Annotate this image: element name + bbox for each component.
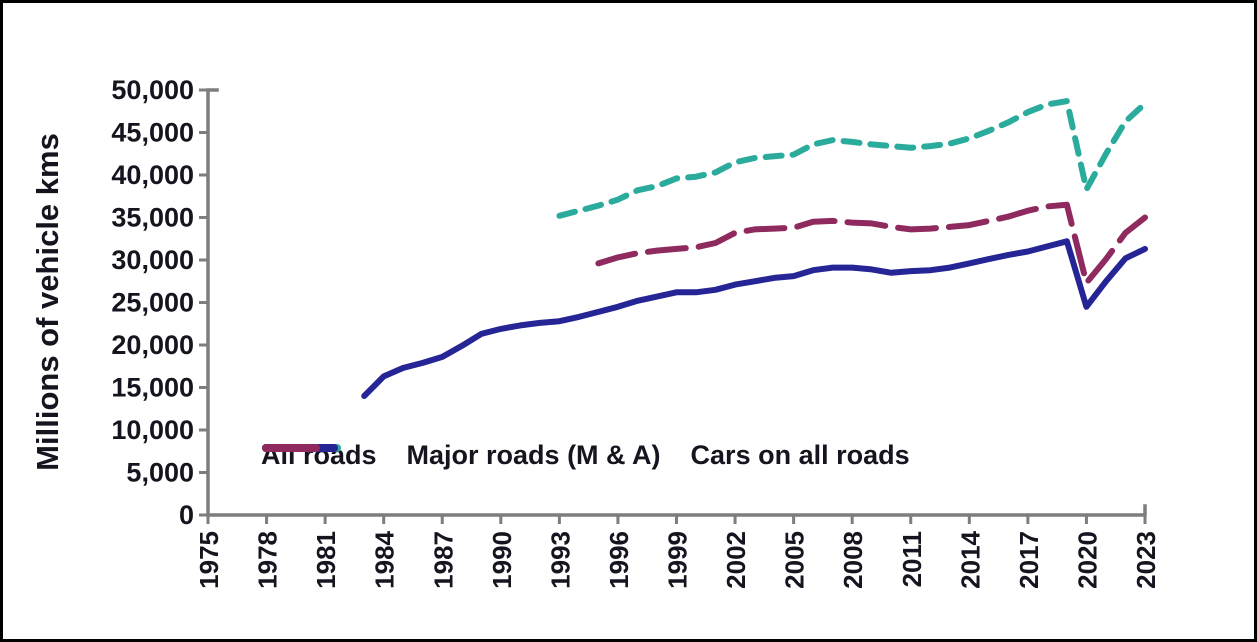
chart-legend: All roads Major roads (M & A) Cars on al… bbox=[261, 440, 910, 471]
x-tick-label: 2014 bbox=[955, 530, 985, 588]
x-tick-label: 2020 bbox=[1072, 531, 1102, 589]
y-tick-label: 5,000 bbox=[126, 458, 194, 488]
legend-swatch-solid-icon bbox=[262, 444, 320, 452]
y-axis-title: Millions of vehicle kms bbox=[30, 133, 65, 471]
y-tick-label: 20,000 bbox=[111, 330, 194, 360]
x-tick-label: 1978 bbox=[253, 531, 283, 589]
legend-item-major-roads: Major roads (M & A) bbox=[262, 440, 661, 471]
x-tick-label: 1987 bbox=[428, 531, 458, 589]
y-tick-label: 30,000 bbox=[111, 245, 194, 275]
x-tick-label: 2023 bbox=[1131, 531, 1161, 589]
x-tick-label: 1975 bbox=[194, 531, 224, 589]
series-line-major-roads-m-a- bbox=[361, 238, 1148, 399]
x-tick-label: 1981 bbox=[311, 531, 341, 589]
x-tick-label: 2002 bbox=[721, 531, 751, 589]
y-tick-label: 25,000 bbox=[111, 288, 194, 318]
y-tick-label: 40,000 bbox=[111, 160, 194, 190]
y-tick-label: 45,000 bbox=[111, 118, 194, 148]
x-tick-label: 2017 bbox=[1014, 531, 1044, 589]
x-tick-label: 2011 bbox=[897, 531, 927, 587]
legend-label: Major roads (M & A) bbox=[406, 440, 661, 470]
legend-item-cars-all-roads: Cars on all roads bbox=[262, 440, 910, 471]
x-tick-label: 2008 bbox=[838, 531, 868, 589]
y-tick-label: 35,000 bbox=[111, 203, 194, 233]
x-tick-label: 2005 bbox=[780, 531, 810, 589]
x-tick-label: 1984 bbox=[370, 530, 400, 588]
x-tick-label: 1990 bbox=[487, 531, 517, 589]
y-tick-label: 15,000 bbox=[111, 373, 194, 403]
axis-ticks: 0 5,000 10,000 15,000 20,000 25,000 30,000 35,0… bbox=[111, 75, 1161, 589]
series-line-cars-on-all-roads bbox=[595, 201, 1148, 286]
plot-series bbox=[361, 98, 1148, 399]
y-tick-label: 10,000 bbox=[111, 415, 194, 445]
legend-label: Cars on all roads bbox=[690, 440, 910, 470]
x-tick-label: 1999 bbox=[663, 531, 693, 589]
y-tick-label: 50,000 bbox=[111, 75, 194, 105]
y-tick-label: 0 bbox=[179, 500, 194, 530]
x-tick-label: 1996 bbox=[604, 531, 634, 589]
series-line-all-roads bbox=[556, 98, 1148, 219]
x-tick-label: 1993 bbox=[545, 531, 575, 589]
